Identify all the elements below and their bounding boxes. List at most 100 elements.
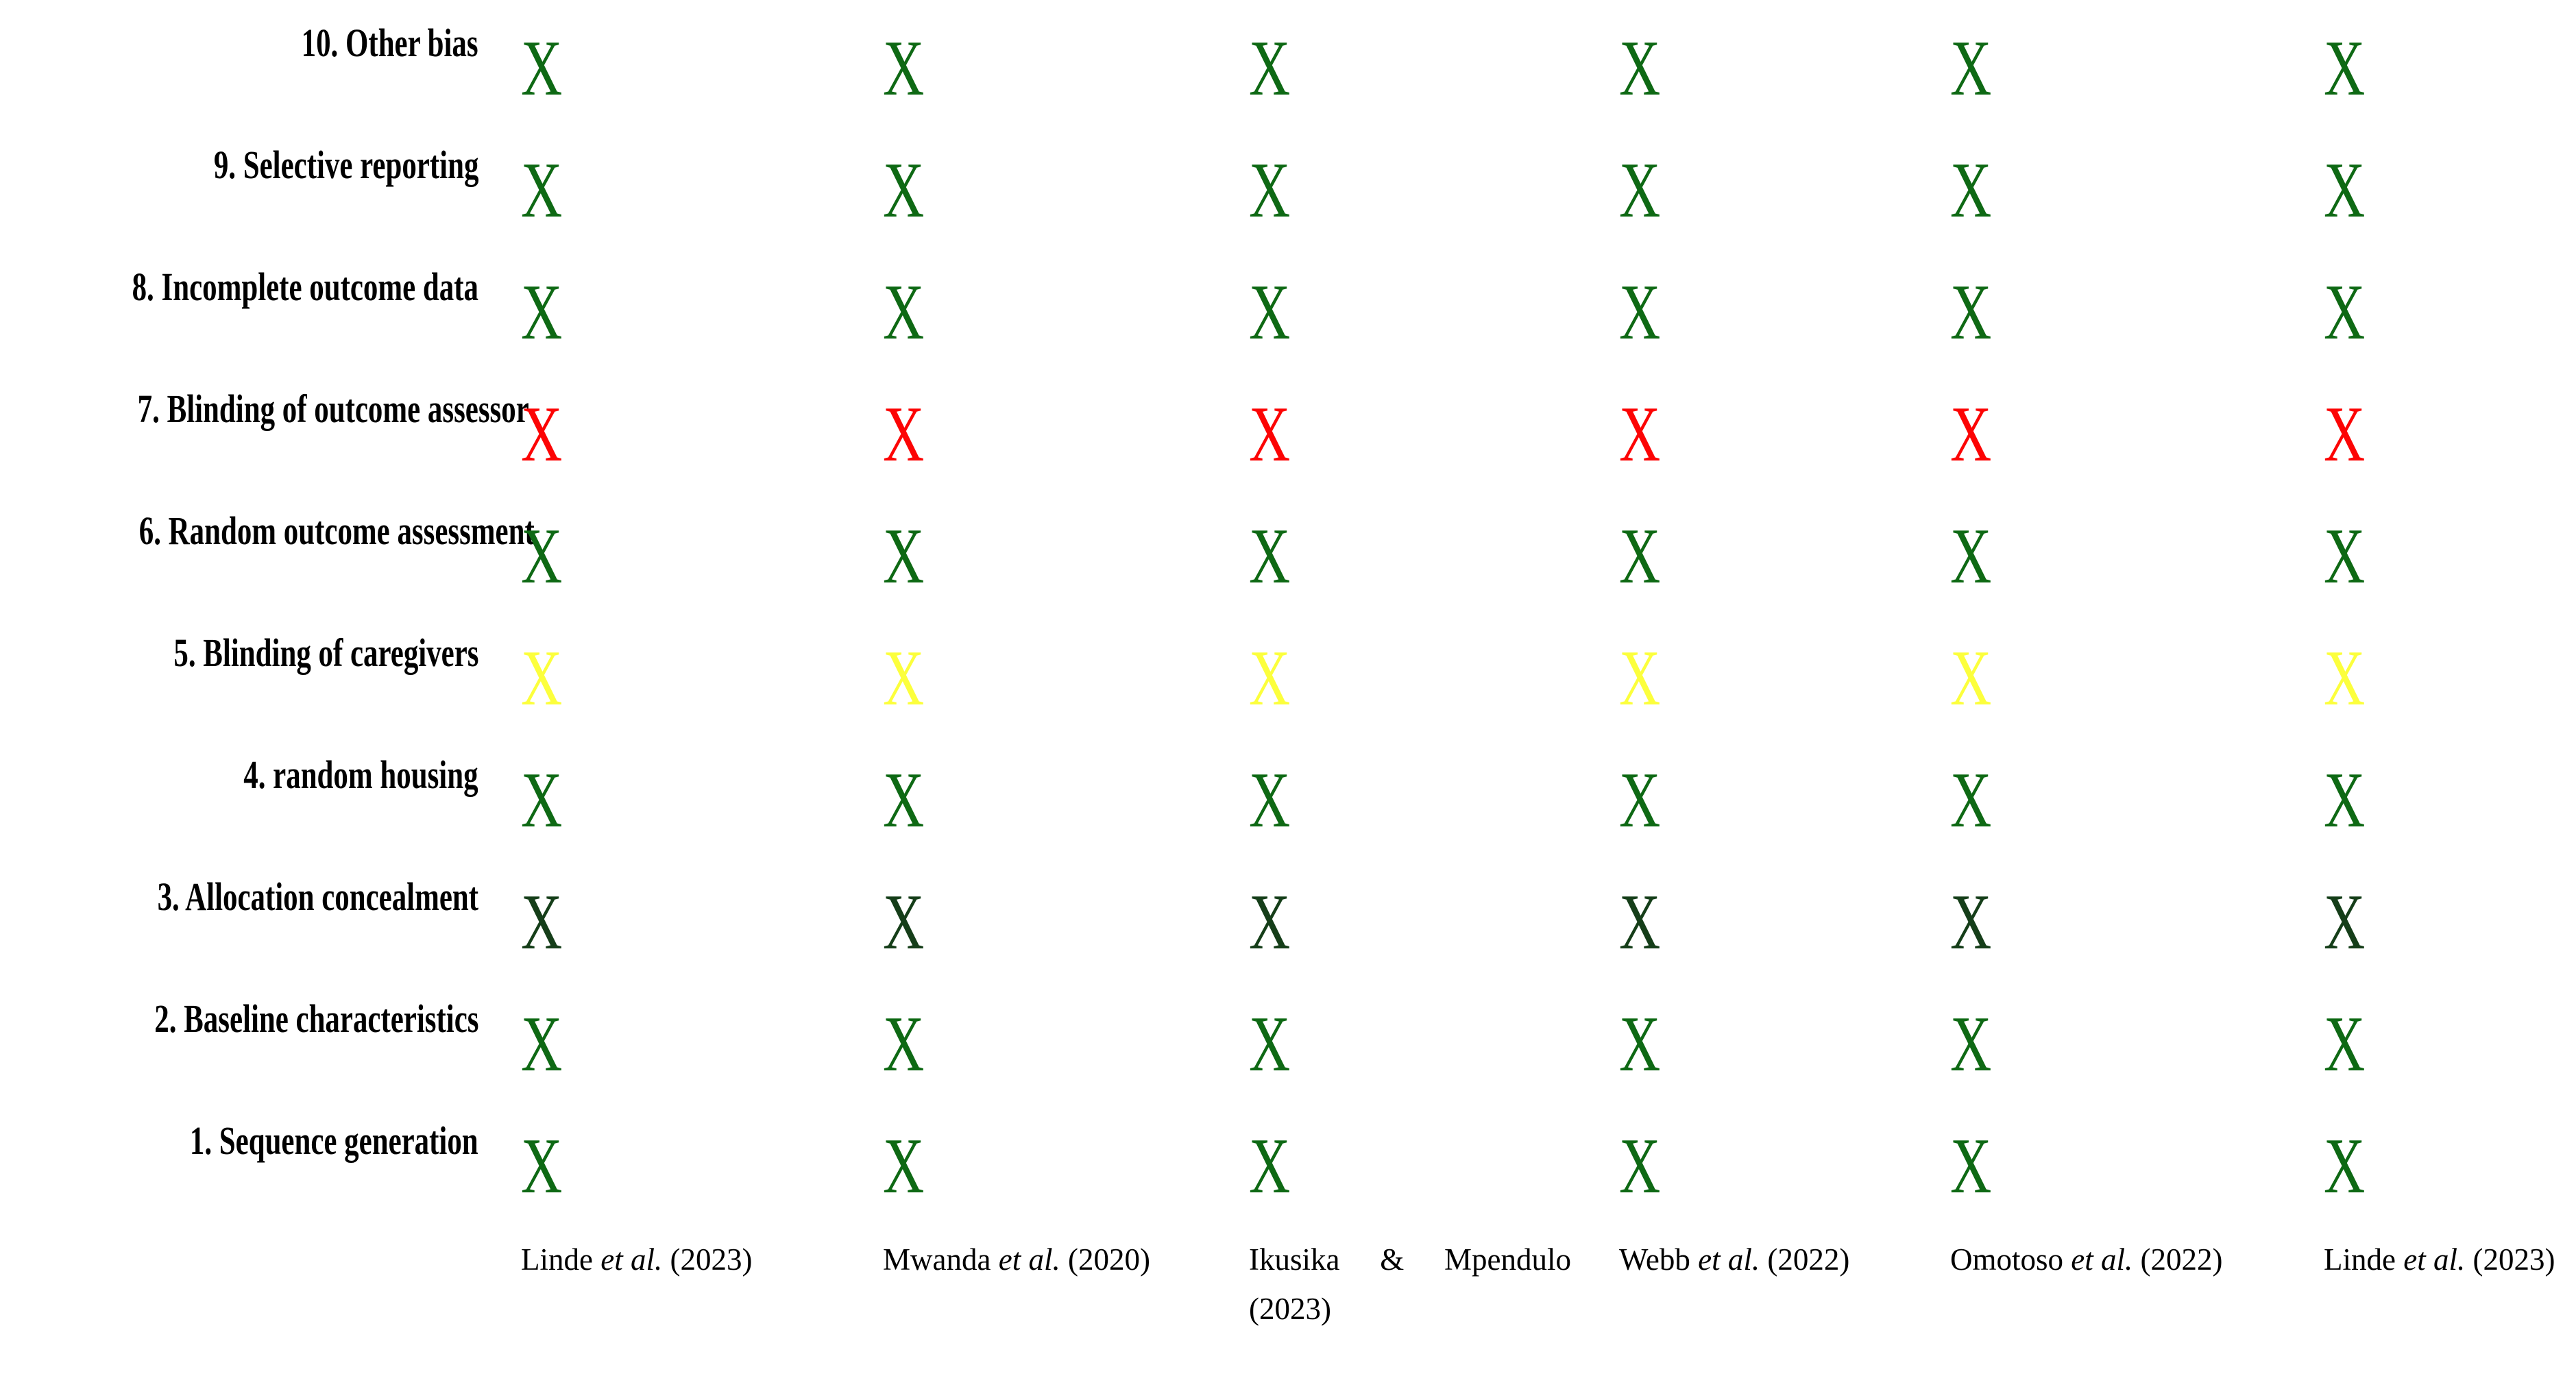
x-mark: X xyxy=(521,879,563,966)
x-mark: X xyxy=(1950,269,1992,356)
row-label-other-bias: 10. Other bias xyxy=(302,21,478,65)
x-mark: X xyxy=(521,757,563,844)
x-mark: X xyxy=(2324,513,2366,600)
x-mark: X xyxy=(1249,1000,1291,1088)
x-mark: X xyxy=(521,25,563,112)
x-mark: X xyxy=(883,25,925,112)
mark-cell: X xyxy=(487,259,849,352)
x-mark: X xyxy=(2324,757,2366,844)
mark-cell: X xyxy=(1585,381,1916,474)
mark-cell: X xyxy=(849,259,1215,352)
x-mark: X xyxy=(2324,25,2366,112)
mark-cell: X xyxy=(1215,15,1585,108)
x-mark: X xyxy=(521,1122,563,1210)
x-mark: X xyxy=(1950,635,1992,722)
mark-cell: X xyxy=(487,747,849,840)
mark-cell: X xyxy=(849,1113,1215,1206)
study-label-mwanda-2020: Mwanda et al. (2020) xyxy=(883,1242,1150,1277)
mark-cell: X xyxy=(1215,747,1585,840)
mark-cell: X xyxy=(2289,503,2576,596)
row-label-sequence-generation: 1. Sequence generation xyxy=(190,1118,478,1163)
mark-cell: X xyxy=(2289,991,2576,1084)
mark-cell: X xyxy=(1585,137,1916,230)
row-label-incomplete-outcome-data: 8. Incomplete outcome data xyxy=(132,265,478,309)
mark-cell: X xyxy=(2289,259,2576,352)
x-mark: X xyxy=(1950,513,1992,600)
mark-cell: X xyxy=(1585,625,1916,718)
x-mark: X xyxy=(883,513,925,600)
bias-row-9: 9. Selective reporting X X X X X X xyxy=(0,137,2576,259)
mark-cell: X xyxy=(2289,747,2576,840)
row-label-random-housing: 4. random housing xyxy=(243,752,478,797)
x-mark: X xyxy=(1249,147,1291,234)
x-mark: X xyxy=(2324,391,2366,478)
mark-cell: X xyxy=(1585,1113,1916,1206)
study-label-linde-2023-b: Linde et al. (2023) xyxy=(2324,1242,2555,1277)
x-mark: X xyxy=(1249,635,1291,722)
mark-cell: X xyxy=(2289,1113,2576,1206)
row-label-random-outcome-assessment: 6. Random outcome assessment xyxy=(138,508,535,553)
mark-cell: X xyxy=(849,625,1215,718)
bias-row-1: 1. Sequence generation X X X X X X xyxy=(0,1113,2576,1235)
study-label-ikusika-mpendulo-2023: Ikusika & Mpendulo (2023) xyxy=(1249,1242,1571,1326)
x-mark: X xyxy=(1619,635,1661,722)
x-mark: X xyxy=(2324,147,2366,234)
mark-cell: X xyxy=(487,381,849,474)
x-mark: X xyxy=(1249,1122,1291,1210)
mark-cell: X xyxy=(1215,137,1585,230)
mark-cell: X xyxy=(849,503,1215,596)
x-mark: X xyxy=(2324,269,2366,356)
study-label-linde-2023-a: Linde et al. (2023) xyxy=(521,1242,753,1277)
x-mark: X xyxy=(883,269,925,356)
mark-cell: X xyxy=(1215,259,1585,352)
mark-cell: X xyxy=(1585,15,1916,108)
bias-row-5: 5. Blinding of caregivers X X X X X X xyxy=(0,625,2576,747)
x-mark: X xyxy=(1619,757,1661,844)
mark-cell: X xyxy=(1215,991,1585,1084)
axis-spacer xyxy=(0,1235,487,1243)
x-mark: X xyxy=(1950,25,1992,112)
x-mark: X xyxy=(521,1000,563,1088)
mark-cell: X xyxy=(2289,15,2576,108)
mark-cell: X xyxy=(1916,381,2289,474)
x-mark: X xyxy=(1619,25,1661,112)
x-mark: X xyxy=(521,269,563,356)
mark-cell: X xyxy=(849,15,1215,108)
mark-cell: X xyxy=(1215,381,1585,474)
mark-cell: X xyxy=(487,15,849,108)
x-mark: X xyxy=(1619,391,1661,478)
study-label-omotoso-2022: Omotoso et al. (2022) xyxy=(1950,1242,2223,1277)
mark-cell: X xyxy=(849,869,1215,962)
mark-cell: X xyxy=(487,503,849,596)
x-mark: X xyxy=(2324,1000,2366,1088)
mark-cell: X xyxy=(1916,1113,2289,1206)
mark-cell: X xyxy=(487,991,849,1084)
mark-cell: X xyxy=(1585,503,1916,596)
mark-cell: X xyxy=(487,625,849,718)
x-mark: X xyxy=(2324,1122,2366,1210)
mark-cell: X xyxy=(487,1113,849,1206)
mark-cell: X xyxy=(1215,869,1585,962)
x-mark: X xyxy=(1619,879,1661,966)
mark-cell: X xyxy=(1215,503,1585,596)
mark-cell: X xyxy=(2289,381,2576,474)
mark-cell: X xyxy=(1916,15,2289,108)
mark-cell: X xyxy=(1585,991,1916,1084)
x-mark: X xyxy=(1249,269,1291,356)
x-mark: X xyxy=(1619,147,1661,234)
bias-row-3: 3. Allocation concealment X X X X X X xyxy=(0,869,2576,991)
x-mark: X xyxy=(883,1000,925,1088)
mark-cell: X xyxy=(487,137,849,230)
mark-cell: X xyxy=(849,137,1215,230)
x-mark: X xyxy=(1950,757,1992,844)
bias-row-7: 7. Blinding of outcome assessor X X X X … xyxy=(0,381,2576,503)
x-mark: X xyxy=(521,513,563,600)
mark-cell: X xyxy=(1585,747,1916,840)
x-mark: X xyxy=(1619,269,1661,356)
x-mark: X xyxy=(883,147,925,234)
mark-cell: X xyxy=(849,381,1215,474)
x-mark: X xyxy=(1619,1122,1661,1210)
mark-cell: X xyxy=(1916,503,2289,596)
row-label-blinding-outcome-assessor: 7. Blinding of outcome assessor xyxy=(137,386,529,431)
